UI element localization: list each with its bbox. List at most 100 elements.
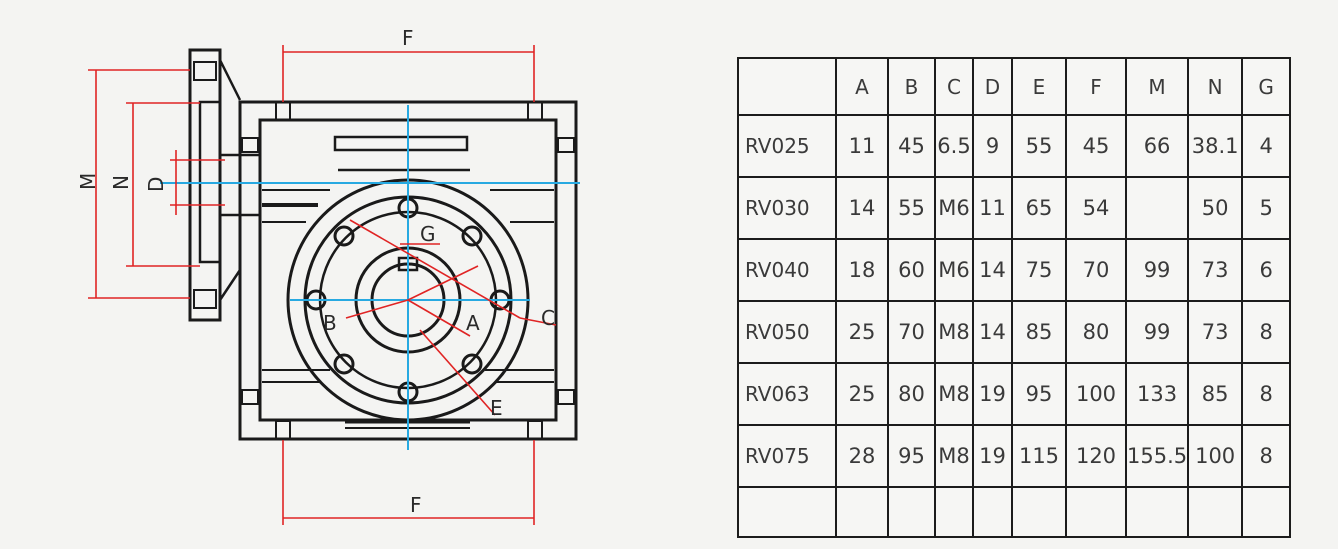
table-cell: 73 [1187,238,1244,302]
table-cell: 8 [1241,300,1292,364]
centerlines [160,105,580,450]
table-cell: 6 [1241,238,1292,302]
model-name-cell: RV075 [737,424,837,488]
model-name-cell: RV040 [737,238,837,302]
dim-label-g: G [420,222,436,246]
table-cell: 60 [887,238,936,302]
table-cell [1241,486,1292,538]
gearbox-outline [188,48,578,441]
table-cell: 85 [1187,362,1244,426]
table-cell: 80 [887,362,936,426]
table-cell: 45 [887,114,936,178]
gearbox-technical-drawing: F F M N D G A B C E [76,26,580,525]
table-cell [972,486,1013,538]
table-cell: 99 [1124,300,1190,364]
table-row [737,486,1292,538]
dim-label-f-bottom: F [410,493,422,517]
table-cell: 9 [972,114,1013,178]
table-cell [835,486,889,538]
table-cell [1011,486,1067,538]
table-cell: 55 [1011,114,1067,178]
table-cell: M8 [934,362,974,426]
table-cell [934,486,974,538]
table-cell: 4 [1241,114,1292,178]
table-cell: 133 [1124,362,1190,426]
table-cell: 120 [1065,424,1127,488]
table-row: RV040 18 60 M6 14 75 70 99 73 6 [737,238,1292,302]
model-name-cell: RV030 [737,176,837,240]
table-cell: 55 [887,176,936,240]
table-header-cell: B [887,57,936,116]
table-row: RV063 25 80 M8 19 95 100 133 85 8 [737,362,1292,426]
model-name-cell: RV025 [737,114,837,178]
dim-label-m: M [76,173,100,190]
dimension-lines [88,45,557,525]
table-cell: 65 [1011,176,1067,240]
table-cell: 80 [1065,300,1127,364]
table-header-cell [737,57,837,116]
table-header-cell: D [972,57,1013,116]
table-cell [887,486,936,538]
table-header-cell: A [835,57,889,116]
table-cell: 100 [1187,424,1244,488]
table-header-cell: M [1124,57,1190,116]
table-cell: 70 [1065,238,1127,302]
table-header-cell: E [1011,57,1067,116]
table-cell: 73 [1187,300,1244,364]
table-row: RV075 28 95 M8 19 115 120 155.5 100 8 [737,424,1292,488]
table-cell: 70 [887,300,936,364]
table-cell: 14 [972,300,1013,364]
table-cell: 25 [835,300,889,364]
table-row: RV030 14 55 M6 11 65 54 50 5 [737,176,1292,240]
table-cell: 155.5 [1124,424,1190,488]
table-cell: 18 [835,238,889,302]
table-cell: 19 [972,424,1013,488]
table-row: RV050 25 70 M8 14 85 80 99 73 8 [737,300,1292,364]
table-row: RV025 11 45 6.5 9 55 45 66 38.1 4 [737,114,1292,178]
table-cell [1065,486,1127,538]
dim-label-e: E [490,396,503,420]
dim-label-n: N [109,175,133,190]
table-cell: 14 [835,176,889,240]
table-cell: M6 [934,238,974,302]
dimension-labels: F F M N D G A B C E [76,26,555,517]
dim-label-b: B [323,311,337,335]
dim-label-c: C [541,306,555,330]
table-header-cell: N [1187,57,1244,116]
table-cell [1187,486,1244,538]
table-cell: 38.1 [1187,114,1244,178]
dim-label-f-top: F [402,26,414,50]
table-cell: 5 [1241,176,1292,240]
table-cell: M6 [934,176,974,240]
model-name-cell: RV063 [737,362,837,426]
table-header-cell: C [934,57,974,116]
table-cell: M8 [934,300,974,364]
table-cell: 75 [1011,238,1067,302]
table-cell [1124,176,1190,240]
table-cell: 99 [1124,238,1190,302]
table-cell: 95 [1011,362,1067,426]
table-header-cell: G [1241,57,1292,116]
table-cell: 11 [835,114,889,178]
dimension-table: A B C D E F M N G RV025 11 45 6.5 9 55 45 66 38.1 4 RV030 14… [737,57,1292,538]
table-cell: M8 [934,424,974,488]
table-cell: 8 [1241,424,1292,488]
table-cell: 54 [1065,176,1127,240]
table-cell [1124,486,1190,538]
table-cell: 8 [1241,362,1292,426]
table-header-cell: F [1065,57,1127,116]
table-cell: 115 [1011,424,1067,488]
dim-label-a: A [466,311,480,335]
table-cell: 11 [972,176,1013,240]
model-name-cell [737,486,837,538]
table-cell: 50 [1187,176,1244,240]
table-cell: 66 [1124,114,1190,178]
table-cell: 6.5 [934,114,974,178]
table-cell: 45 [1065,114,1127,178]
table-cell: 95 [887,424,936,488]
dim-label-d: D [144,177,168,192]
table-cell: 85 [1011,300,1067,364]
table-cell: 100 [1065,362,1127,426]
table-cell: 14 [972,238,1013,302]
